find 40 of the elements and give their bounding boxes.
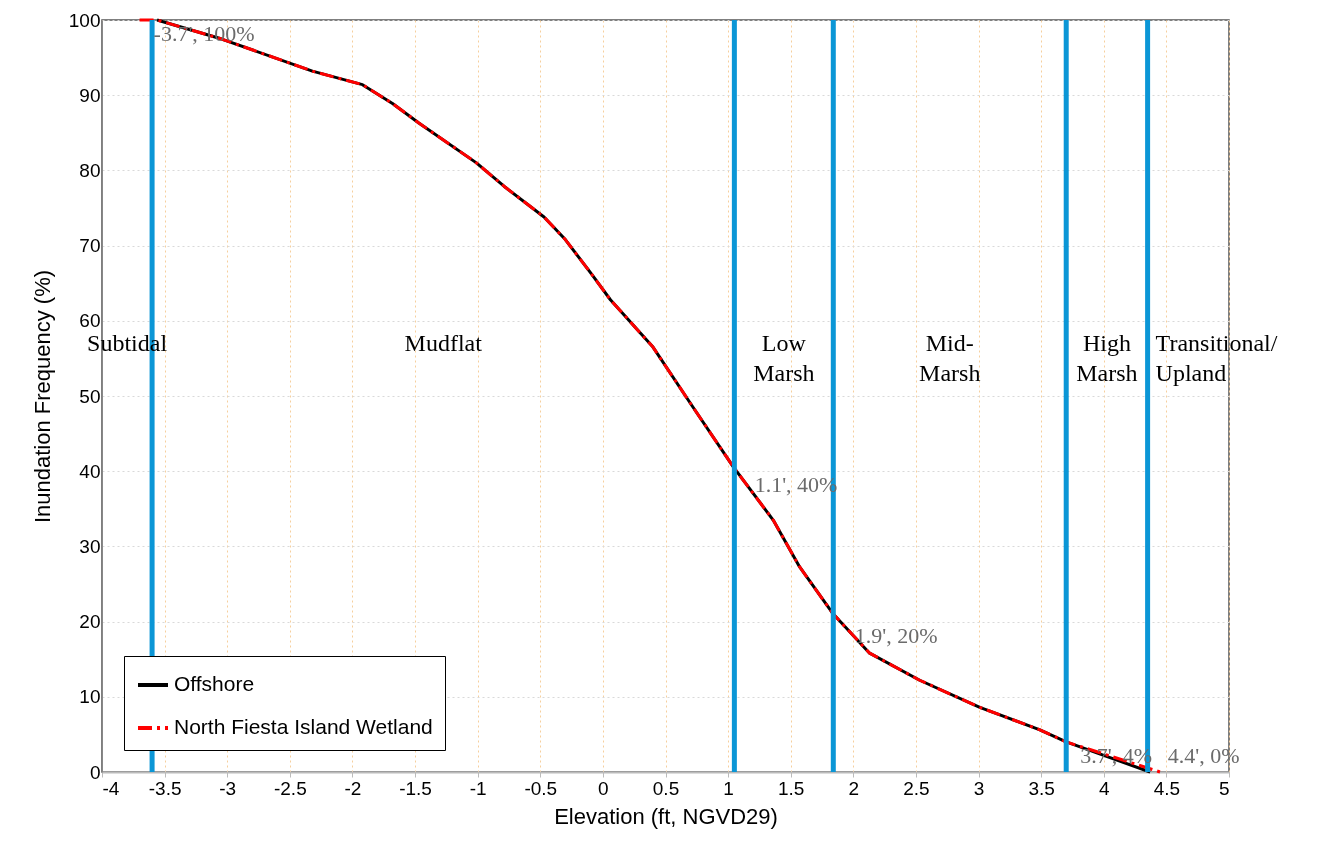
y-tick-label: 30: [79, 535, 101, 557]
x-tick-label: -0.5: [524, 777, 558, 799]
y-tick-label: 10: [79, 686, 101, 708]
y-tick-label: 90: [79, 84, 101, 106]
annotation: High Marsh: [1076, 330, 1138, 386]
x-tick-label: -3: [219, 777, 237, 799]
y-tick-label: 100: [68, 9, 101, 31]
annotation: Transitional/ Upland: [1155, 330, 1278, 386]
x-tick-label: -3.5: [148, 777, 182, 799]
x-tick-label: 2.5: [903, 777, 930, 799]
x-tick-label: 2: [848, 777, 860, 799]
x-tick-label: -4: [102, 777, 120, 799]
x-tick-label: 0: [598, 777, 609, 799]
annotation: 1.9', 20%: [854, 622, 938, 648]
x-tick-label: 5: [1218, 777, 1230, 799]
x-tick-label: -1: [469, 777, 487, 799]
legend-label: North Fiesta Island Wetland: [174, 715, 433, 738]
legend-label: Offshore: [174, 672, 255, 695]
y-tick-label: 60: [79, 310, 101, 332]
annotation: Mid-Marsh: [919, 330, 981, 386]
x-tick-label: -1.5: [399, 777, 432, 799]
x-tick-label: -2: [344, 777, 362, 799]
x-axis-title: Elevation (ft, NGVD29): [554, 803, 778, 829]
y-tick-label: 70: [79, 235, 101, 257]
y-tick-label: 0: [89, 761, 101, 783]
annotation: Low Marsh: [753, 330, 815, 386]
x-tick-label: 1: [723, 777, 734, 799]
annotation: Mudflat: [404, 330, 483, 356]
x-tick-label: 4: [1098, 777, 1110, 799]
x-tick-label: 1.5: [778, 777, 805, 799]
x-tick-label: 3.5: [1028, 777, 1055, 799]
x-tick-label: 4.5: [1153, 777, 1181, 799]
y-tick-label: 40: [79, 460, 101, 482]
x-tick-label: 0.5: [652, 777, 680, 799]
y-tick-label: 50: [79, 385, 101, 407]
x-tick-label: -2.5: [273, 777, 307, 799]
x-tick-label: 3: [973, 777, 985, 799]
y-axis-title: Inundation Frequency (%): [29, 269, 55, 524]
y-tick-label: 20: [79, 611, 101, 633]
y-tick-label: 80: [79, 159, 101, 181]
